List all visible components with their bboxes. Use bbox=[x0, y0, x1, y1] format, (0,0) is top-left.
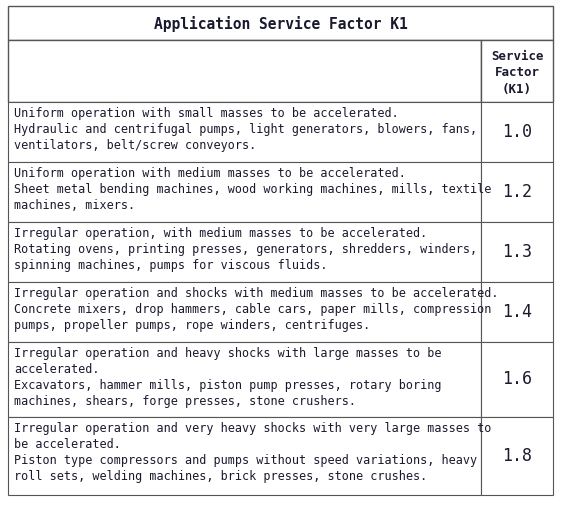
Bar bbox=[481, 417, 553, 495]
Bar bbox=[8, 6, 553, 40]
Text: Irregular operation, with medium masses to be accelerated.
Rotating ovens, print: Irregular operation, with medium masses … bbox=[14, 227, 477, 272]
Text: 1.2: 1.2 bbox=[502, 183, 532, 201]
Text: 1.0: 1.0 bbox=[502, 123, 532, 141]
Bar bbox=[481, 222, 553, 282]
Bar bbox=[481, 102, 553, 162]
Bar bbox=[8, 342, 481, 417]
Text: Irregular operation and very heavy shocks with very large masses to
be accelerat: Irregular operation and very heavy shock… bbox=[14, 422, 491, 483]
Text: Irregular operation and shocks with medium masses to be accelerated.
Concrete mi: Irregular operation and shocks with medi… bbox=[14, 287, 498, 332]
Bar bbox=[8, 40, 481, 102]
Bar bbox=[8, 162, 481, 222]
Text: Application Service Factor K1: Application Service Factor K1 bbox=[153, 16, 407, 32]
Bar bbox=[8, 102, 481, 162]
Text: 1.4: 1.4 bbox=[502, 303, 532, 321]
Bar bbox=[8, 417, 481, 495]
Text: 1.3: 1.3 bbox=[502, 243, 532, 261]
Bar bbox=[481, 282, 553, 342]
Bar bbox=[481, 40, 553, 102]
Text: Service
Factor
(K1): Service Factor (K1) bbox=[491, 50, 543, 96]
Bar bbox=[8, 222, 481, 282]
Text: Uniform operation with small masses to be accelerated.
Hydraulic and centrifugal: Uniform operation with small masses to b… bbox=[14, 107, 477, 152]
Bar bbox=[8, 282, 481, 342]
Text: Uniform operation with medium masses to be accelerated.
Sheet metal bending mach: Uniform operation with medium masses to … bbox=[14, 167, 491, 212]
Text: Irregular operation and heavy shocks with large masses to be
accelerated.
Excava: Irregular operation and heavy shocks wit… bbox=[14, 347, 442, 408]
Bar bbox=[481, 162, 553, 222]
Text: 1.6: 1.6 bbox=[502, 371, 532, 389]
Bar bbox=[481, 342, 553, 417]
Text: 1.8: 1.8 bbox=[502, 447, 532, 465]
